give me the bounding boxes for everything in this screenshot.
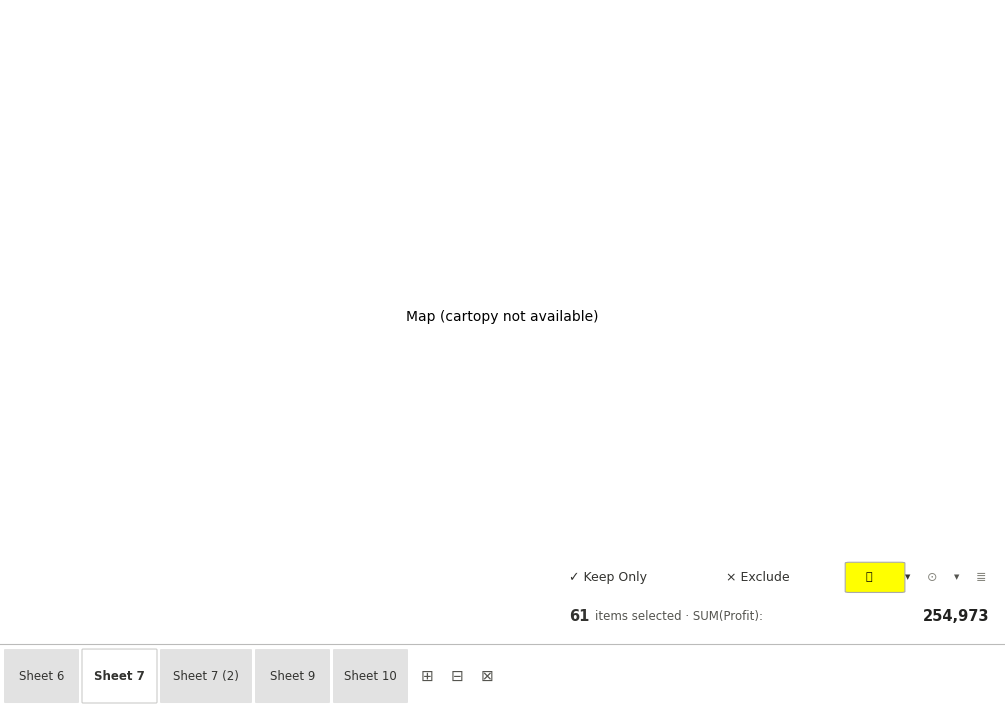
Text: Sheet 10: Sheet 10: [344, 670, 397, 682]
FancyBboxPatch shape: [255, 649, 330, 703]
FancyBboxPatch shape: [160, 649, 252, 703]
Text: ⊟: ⊟: [450, 669, 463, 684]
Text: ▼: ▼: [954, 574, 959, 580]
Text: Sheet 7 (2): Sheet 7 (2): [173, 670, 239, 682]
Text: × Exclude: × Exclude: [726, 572, 790, 584]
Text: ⊞: ⊞: [421, 669, 433, 684]
Text: 254,973: 254,973: [923, 608, 989, 623]
Text: Sheet 9: Sheet 9: [269, 670, 316, 682]
Text: items selected · SUM(Profit):: items selected · SUM(Profit):: [595, 610, 764, 623]
FancyBboxPatch shape: [4, 649, 79, 703]
Text: Sheet 7: Sheet 7: [94, 670, 145, 682]
FancyBboxPatch shape: [82, 649, 157, 703]
Text: ⊙: ⊙: [927, 571, 938, 584]
Text: ⊠: ⊠: [480, 669, 493, 684]
Text: 61: 61: [569, 608, 589, 623]
Text: ≣: ≣: [976, 571, 986, 584]
Text: ▼: ▼: [904, 574, 911, 580]
Text: Map (cartopy not available): Map (cartopy not available): [406, 310, 599, 324]
Text: ✓ Keep Only: ✓ Keep Only: [569, 572, 647, 584]
Text: Sheet 6: Sheet 6: [19, 670, 64, 682]
FancyBboxPatch shape: [333, 649, 408, 703]
Text: 📎: 📎: [865, 572, 871, 582]
FancyBboxPatch shape: [845, 562, 904, 592]
